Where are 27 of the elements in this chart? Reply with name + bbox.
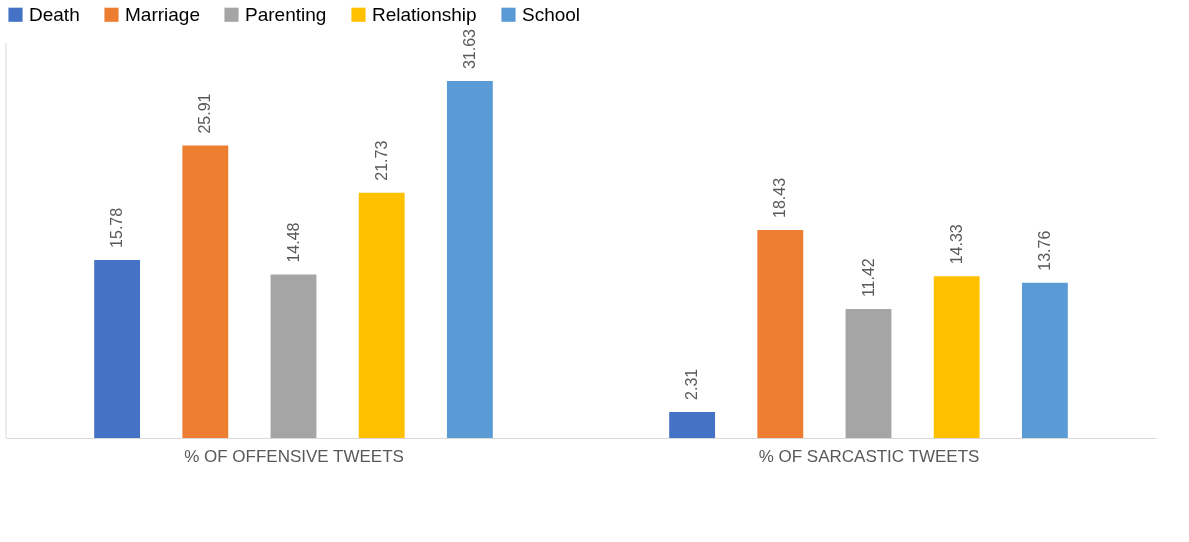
data-label: 18.43 xyxy=(771,177,789,218)
data-label: 11.42 xyxy=(859,258,877,298)
bar xyxy=(1021,282,1068,438)
data-label: 31.63 xyxy=(460,28,478,70)
data-label: 2.31 xyxy=(683,368,701,400)
bar xyxy=(358,192,405,438)
data-label: 15.78 xyxy=(108,207,126,248)
legend-label: Relationship xyxy=(372,3,477,25)
data-label: 14.33 xyxy=(947,224,965,265)
legend-label: Death xyxy=(29,3,80,25)
bar xyxy=(757,230,804,438)
bar xyxy=(446,81,493,438)
data-label: 14.48 xyxy=(284,222,302,263)
legend-label: School xyxy=(522,3,581,25)
bar xyxy=(933,276,980,438)
x-tick-label: % OF OFFENSIVE TWEETS xyxy=(184,446,404,466)
data-label: 25.91 xyxy=(196,93,214,134)
bar xyxy=(182,145,229,438)
legend-label: Parenting xyxy=(245,3,327,25)
legend-label: Marriage xyxy=(125,3,200,25)
bar xyxy=(270,274,317,438)
data-label: 13.76 xyxy=(1035,230,1053,271)
x-tick-label: % OF SARCASTIC TWEETS xyxy=(758,446,980,466)
data-label: 21.73 xyxy=(372,140,390,181)
bar xyxy=(845,309,892,438)
bar xyxy=(669,411,716,438)
bar xyxy=(94,259,141,438)
